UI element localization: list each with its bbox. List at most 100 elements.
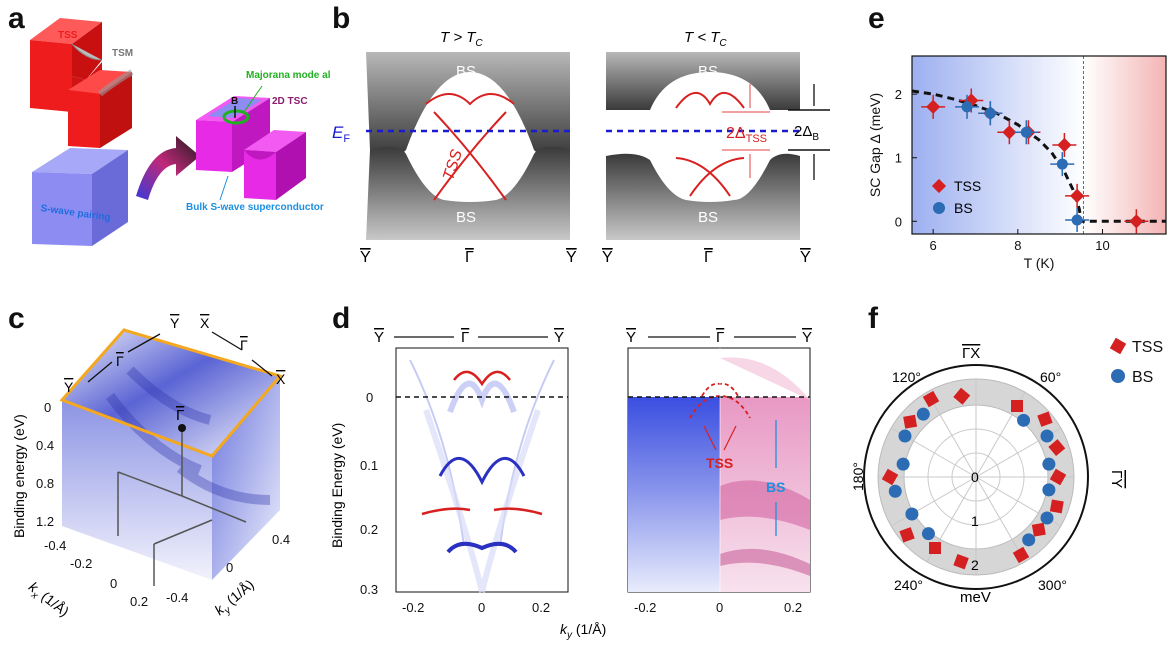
f-angle-120: 120° xyxy=(892,369,921,385)
tss-label-b: TSS xyxy=(440,147,466,182)
f-gamma-x: ΓX xyxy=(962,345,980,362)
legend-bs-label: BS xyxy=(954,200,973,216)
label-2dtsc: 2D TSC xyxy=(272,96,308,107)
cube-right-face xyxy=(212,376,280,580)
d-y-tick-2: 0.2 xyxy=(360,522,378,537)
tss-polar-point xyxy=(881,468,899,486)
legend-bs-marker xyxy=(933,202,945,214)
tss-polar-point xyxy=(899,527,915,543)
f-gamma-y: ΓY xyxy=(1108,470,1125,488)
c-kx-tick-2: 0 xyxy=(110,576,117,591)
b-y-right-1: Y xyxy=(602,249,613,266)
legend-tss-marker xyxy=(931,178,947,194)
d-x-tick-r1: 0 xyxy=(716,600,723,615)
panel-b-label: b xyxy=(332,2,351,35)
c-energy-tick-0: 0 xyxy=(44,400,51,415)
d-tss-label: TSS xyxy=(706,455,733,471)
bs-point xyxy=(1056,158,1068,170)
gap-tss-label: 2ΔTSS xyxy=(726,125,767,145)
bs-polar-point xyxy=(916,407,930,421)
b-gamma-right: Γ xyxy=(704,249,713,266)
d-left-y2: Y xyxy=(554,329,564,346)
d-right-y2: Y xyxy=(802,329,812,346)
panel-d: d Y Γ Y Y Γ Y xyxy=(330,300,840,649)
tss-polar-point xyxy=(1037,411,1053,427)
bs-polar-point xyxy=(888,484,902,498)
polar-spoke xyxy=(890,476,977,527)
process-arrow xyxy=(136,136,200,200)
c-top-label-1: Y xyxy=(64,379,74,395)
bs-label-left-bottom: BS xyxy=(456,209,476,226)
c-energy-axis-label: Binding energy (eV) xyxy=(11,414,27,538)
tsm-block xyxy=(30,18,134,148)
d-right-gamma: Γ xyxy=(716,329,724,346)
panel-b-schematic: T > TC T < TC BS BS TSS EF BS BS xyxy=(332,29,830,266)
c-kx-tick-0: -0.4 xyxy=(44,538,66,553)
f-angle-240: 240° xyxy=(894,577,923,593)
d-x-tick-r2: 0.2 xyxy=(784,600,802,615)
panel-e: e 6 8 10 0 1 2 T (K) SC Gap Δ (meV) TSS BS xyxy=(840,0,1176,300)
c-top-label-4: X xyxy=(200,315,210,331)
tss-polar-point xyxy=(953,387,971,405)
f-angle-180: 180° xyxy=(850,462,866,491)
d-bs-label: BS xyxy=(766,479,785,495)
cube-top-face xyxy=(62,330,280,456)
label-majorana-1: Majorana mode along edge xyxy=(246,70,330,81)
label-tss-a: TSS xyxy=(58,30,78,41)
bs-point xyxy=(1020,126,1032,138)
c-ky-tick-0: 0.4 xyxy=(272,532,290,547)
bs-polar-point xyxy=(896,457,910,471)
c-gamma-center: Γ xyxy=(176,407,184,424)
d-left-y1: Y xyxy=(374,329,384,346)
tss-polar-point xyxy=(1049,499,1064,514)
bs-point xyxy=(1071,214,1083,226)
d-x-axis-label: ky (1/Å) xyxy=(560,621,606,641)
tss-polar-point xyxy=(1048,439,1066,457)
bs-polar-point xyxy=(898,429,912,443)
d-right-spectrum xyxy=(627,347,811,593)
tss-polar-point xyxy=(1011,399,1023,412)
label-tsm: TSM xyxy=(112,48,133,59)
swave-block xyxy=(32,148,128,246)
sc-gap-chart: 6 8 10 0 1 2 T (K) SC Gap Δ (meV) TSS BS xyxy=(867,55,1167,271)
bcs-fit-curve xyxy=(911,89,1166,223)
c-top-label-6: X xyxy=(276,371,286,387)
c-kx-tick-3: 0.2 xyxy=(130,594,148,609)
d-left-kpath: Y Γ Y xyxy=(374,329,564,346)
panel-d-label: d xyxy=(332,302,351,335)
legend: TSS BS xyxy=(931,178,981,216)
label-b-field: B xyxy=(231,96,238,107)
panel-c: c Γ Y xyxy=(0,300,330,649)
bs-polar-point xyxy=(905,507,919,521)
d-x-tick-l2: 0.2 xyxy=(532,600,550,615)
bs-polar-point xyxy=(1042,457,1056,471)
polar-spoke xyxy=(926,391,977,478)
c-ky-label: ky (1/Å) xyxy=(211,576,259,621)
f-legend-tss: TSS xyxy=(1132,339,1163,356)
bs-polar-point xyxy=(1040,429,1054,443)
c-top-label-2: Γ xyxy=(116,353,124,369)
c-top-label-3: Y xyxy=(170,315,180,331)
title-below-tc: T < TC xyxy=(684,29,727,49)
x-tick-label: 8 xyxy=(1014,238,1021,253)
gap-polar-plot: ΓX ΓY 60° 120° 180° 240° 300° 0 1 2 meV … xyxy=(850,337,1163,606)
bs-polar-point xyxy=(1040,511,1054,525)
x-tick-label: 6 xyxy=(930,238,937,253)
d-x-tick-r0: -0.2 xyxy=(634,600,656,615)
legend-tss-label: TSS xyxy=(954,178,981,194)
d-x-tick-l1: 0 xyxy=(478,600,485,615)
y-tick-label: 1 xyxy=(895,151,902,166)
c-energy-tick-3: 1.2 xyxy=(36,514,54,529)
c-energy-tick-2: 0.8 xyxy=(36,476,54,491)
d-y-tick-3: 0.3 xyxy=(360,582,378,597)
d-y-tick-1: 0.1 xyxy=(360,458,378,473)
c-kx-tick-1: -0.2 xyxy=(70,556,92,571)
b-y-left-2: Y xyxy=(566,249,577,266)
bs-polar-point xyxy=(1017,413,1031,427)
bs-polar-point xyxy=(1042,483,1056,497)
f-legend-bs: BS xyxy=(1132,369,1153,386)
f-radial-0: 0 xyxy=(971,469,979,485)
c-kx-label: kx (1/Å) xyxy=(23,578,72,622)
panel-f-label: f xyxy=(868,302,878,335)
b-gamma-left: Γ xyxy=(465,249,474,266)
